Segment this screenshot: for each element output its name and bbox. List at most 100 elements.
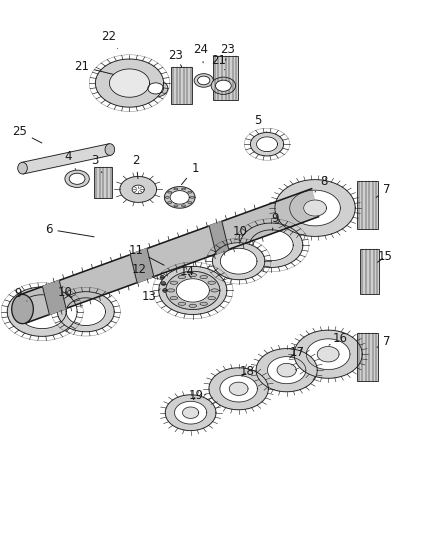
Text: 9: 9 xyxy=(14,287,27,301)
Ellipse shape xyxy=(174,188,178,190)
Bar xyxy=(360,249,379,294)
Ellipse shape xyxy=(160,275,164,279)
Polygon shape xyxy=(257,137,278,151)
Polygon shape xyxy=(294,330,362,378)
Ellipse shape xyxy=(148,83,163,94)
Polygon shape xyxy=(212,243,265,280)
Ellipse shape xyxy=(189,273,197,277)
Polygon shape xyxy=(240,223,303,268)
Text: 8: 8 xyxy=(315,175,328,192)
Ellipse shape xyxy=(105,144,115,156)
Bar xyxy=(357,333,378,381)
Ellipse shape xyxy=(181,188,186,190)
Ellipse shape xyxy=(161,281,166,285)
Polygon shape xyxy=(256,349,317,392)
Text: 9: 9 xyxy=(271,212,279,230)
Polygon shape xyxy=(220,248,257,274)
Text: 3: 3 xyxy=(91,154,102,173)
Bar xyxy=(213,55,238,100)
Polygon shape xyxy=(209,221,229,254)
Polygon shape xyxy=(183,407,199,418)
Ellipse shape xyxy=(208,281,215,284)
Ellipse shape xyxy=(167,289,175,292)
Text: 21: 21 xyxy=(74,60,114,75)
Ellipse shape xyxy=(194,74,213,87)
Ellipse shape xyxy=(190,197,194,198)
Text: 17: 17 xyxy=(289,346,304,359)
Text: 5: 5 xyxy=(254,114,267,132)
Text: 25: 25 xyxy=(12,125,42,143)
Text: 23: 23 xyxy=(220,43,235,60)
Polygon shape xyxy=(159,266,227,314)
Polygon shape xyxy=(19,189,318,323)
Ellipse shape xyxy=(189,304,197,308)
Polygon shape xyxy=(130,248,154,282)
Text: 14: 14 xyxy=(179,265,194,278)
Polygon shape xyxy=(18,295,66,329)
Ellipse shape xyxy=(170,281,178,284)
Text: 12: 12 xyxy=(132,263,155,278)
Polygon shape xyxy=(317,346,339,362)
Text: 4: 4 xyxy=(65,150,76,169)
Ellipse shape xyxy=(12,294,33,324)
Ellipse shape xyxy=(211,77,236,94)
Text: 16: 16 xyxy=(329,332,348,345)
Ellipse shape xyxy=(18,163,27,174)
Ellipse shape xyxy=(162,288,167,292)
Text: 6: 6 xyxy=(45,223,94,237)
Polygon shape xyxy=(57,292,114,332)
Polygon shape xyxy=(22,144,111,174)
Text: 24: 24 xyxy=(193,43,208,63)
Ellipse shape xyxy=(144,80,168,97)
Polygon shape xyxy=(209,368,268,410)
Polygon shape xyxy=(229,382,248,395)
Text: 15: 15 xyxy=(378,251,392,263)
Text: 19: 19 xyxy=(189,389,204,402)
Ellipse shape xyxy=(65,170,89,188)
Polygon shape xyxy=(166,271,220,310)
Ellipse shape xyxy=(168,201,172,204)
Polygon shape xyxy=(176,279,209,302)
Polygon shape xyxy=(7,287,77,336)
Text: 22: 22 xyxy=(102,30,117,49)
Ellipse shape xyxy=(200,276,208,279)
Text: 2: 2 xyxy=(132,154,140,179)
Polygon shape xyxy=(170,191,189,204)
Ellipse shape xyxy=(170,296,178,300)
Text: 7: 7 xyxy=(377,335,391,349)
Ellipse shape xyxy=(132,185,145,193)
Ellipse shape xyxy=(188,191,192,193)
Text: 11: 11 xyxy=(128,244,164,265)
Ellipse shape xyxy=(168,191,172,193)
Bar xyxy=(94,167,113,198)
Text: 10: 10 xyxy=(233,225,247,238)
Ellipse shape xyxy=(211,289,219,292)
Text: 13: 13 xyxy=(142,289,160,303)
Ellipse shape xyxy=(198,76,210,85)
Bar xyxy=(171,67,192,104)
Polygon shape xyxy=(165,395,216,431)
Bar xyxy=(357,181,378,229)
Text: 1: 1 xyxy=(181,161,199,184)
Polygon shape xyxy=(250,230,293,261)
Polygon shape xyxy=(66,298,106,326)
Polygon shape xyxy=(42,280,66,314)
Polygon shape xyxy=(251,133,284,156)
Ellipse shape xyxy=(215,80,231,91)
Polygon shape xyxy=(304,200,326,216)
Polygon shape xyxy=(120,176,156,203)
Text: 10: 10 xyxy=(58,286,73,298)
Ellipse shape xyxy=(188,201,192,204)
Text: 23: 23 xyxy=(168,49,183,67)
Ellipse shape xyxy=(69,173,85,184)
Ellipse shape xyxy=(178,302,186,305)
Ellipse shape xyxy=(174,205,178,207)
Ellipse shape xyxy=(181,205,186,207)
Text: 18: 18 xyxy=(240,365,255,378)
Ellipse shape xyxy=(165,197,170,198)
Polygon shape xyxy=(95,59,163,107)
Ellipse shape xyxy=(178,276,186,279)
Polygon shape xyxy=(275,180,355,237)
Polygon shape xyxy=(110,69,150,98)
Polygon shape xyxy=(166,271,220,310)
